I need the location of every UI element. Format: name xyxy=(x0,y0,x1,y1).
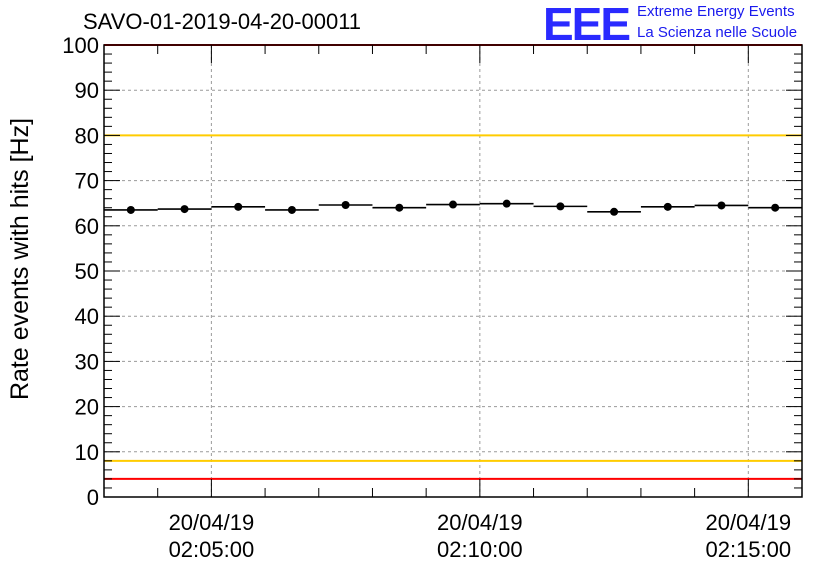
y-tick-label: 10 xyxy=(75,440,99,465)
y-tick-label: 20 xyxy=(75,395,99,420)
y-tick-label: 80 xyxy=(75,123,99,148)
axes-frame xyxy=(103,44,803,498)
data-point xyxy=(341,201,350,210)
eee-logo: EEE xyxy=(543,0,631,50)
x-tick-label-date: 20/04/19 xyxy=(169,510,255,535)
reference-lines xyxy=(104,44,802,480)
data-point xyxy=(556,202,565,211)
data-point xyxy=(449,200,457,209)
y-tick-label: 70 xyxy=(75,169,99,194)
tick-labels: 010203040506070809010020/04/1902:05:0020… xyxy=(6,33,791,562)
data-point xyxy=(234,202,243,211)
x-tick-label-time: 02:10:00 xyxy=(437,537,523,562)
data-point xyxy=(126,205,135,214)
y-tick-label: 30 xyxy=(75,349,99,374)
x-tick-label-time: 02:15:00 xyxy=(705,537,791,562)
y-tick-label: 100 xyxy=(62,33,99,58)
logo-subtitle-line1: Extreme Energy Events xyxy=(637,3,795,20)
data-point xyxy=(717,201,726,210)
x-tick-label-date: 20/04/19 xyxy=(705,510,791,535)
data-point xyxy=(180,205,189,214)
logo-subtitle-line2: La Scienza nelle Scuole xyxy=(637,24,798,41)
data-point xyxy=(287,205,296,214)
data-point xyxy=(771,203,780,212)
data-point xyxy=(610,207,619,216)
data-point xyxy=(395,203,404,212)
data-point xyxy=(663,202,672,211)
chart-title: SAVO-01-2019-04-20-00011 xyxy=(83,9,362,34)
x-tick-label-date: 20/04/19 xyxy=(437,510,523,535)
x-tick-label-time: 02:05:00 xyxy=(169,537,255,562)
y-tick-label: 0 xyxy=(87,485,99,510)
y-tick-label: 60 xyxy=(75,214,99,239)
data-point xyxy=(502,199,511,208)
grid-layer xyxy=(104,45,802,497)
data-layer xyxy=(104,199,802,216)
y-tick-label: 40 xyxy=(75,304,99,329)
y-tick-label: 50 xyxy=(75,259,99,284)
y-axis-title: Rate events with hits [Hz] xyxy=(6,118,34,400)
y-tick-label: 90 xyxy=(75,78,99,103)
